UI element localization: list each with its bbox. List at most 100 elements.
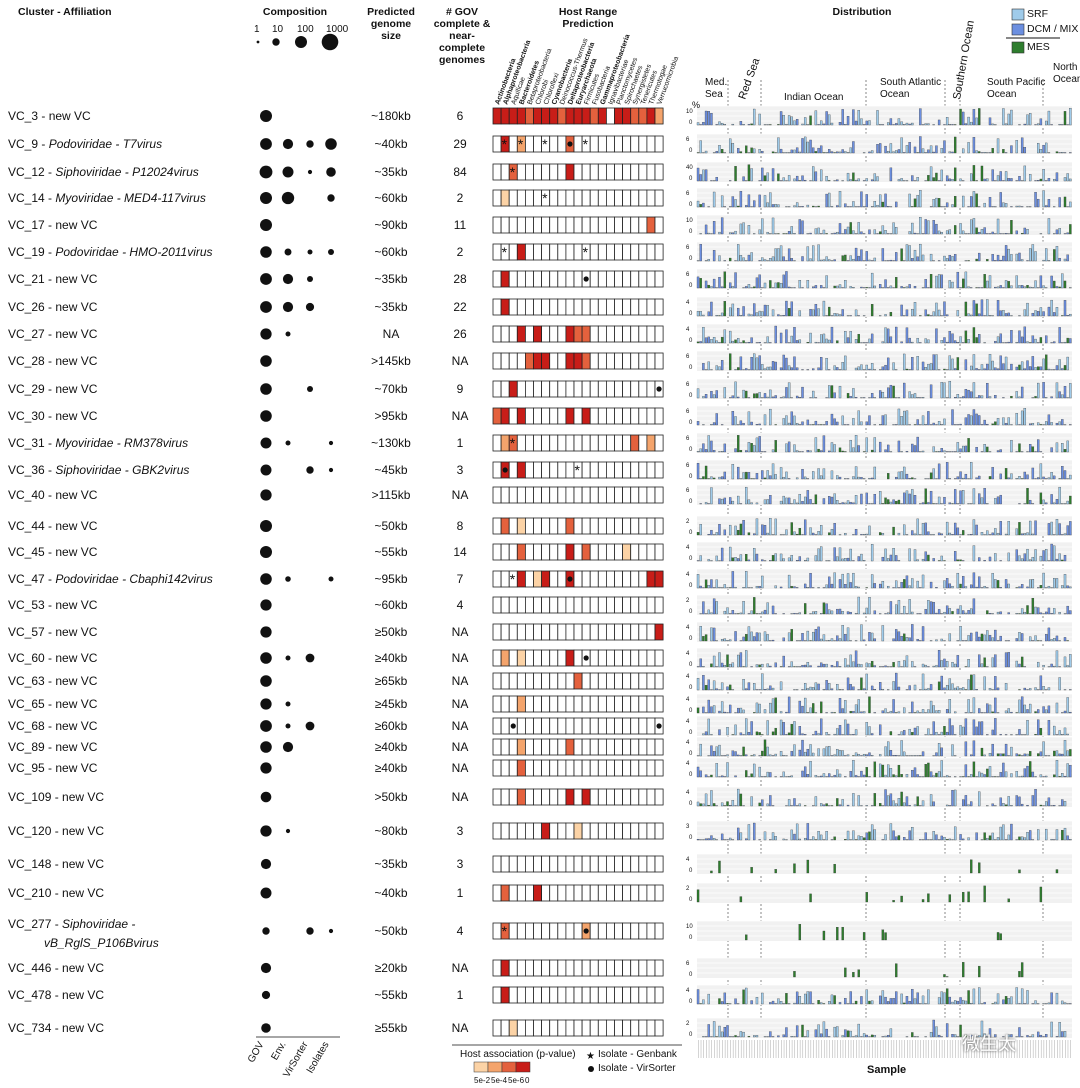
distribution-bar: [1031, 287, 1035, 289]
distribution-bar: [953, 489, 957, 505]
distribution-bar: [814, 1029, 818, 1038]
distribution-bar: [844, 331, 847, 344]
host-cell: [654, 649, 664, 667]
distribution-bar: [1047, 368, 1051, 371]
distribution-bar: [1031, 1003, 1035, 1005]
distribution-bar: [710, 369, 713, 371]
distribution-bar: [820, 450, 823, 453]
distribution-bar: [1047, 414, 1051, 426]
distribution-bar: [1004, 640, 1008, 642]
host-cell: [533, 243, 543, 261]
distribution-bar: [720, 149, 724, 154]
distribution-bar: [1047, 607, 1051, 615]
distribution-bar: [1023, 326, 1027, 344]
distribution-bar: [793, 499, 796, 505]
distribution-bar: [846, 337, 850, 344]
distribution-bar: [916, 613, 919, 615]
host-cell: [597, 738, 607, 756]
distribution-bar: [1047, 666, 1051, 668]
distribution-bar: [849, 222, 852, 235]
host-cell: [573, 649, 583, 667]
distribution-bar: [951, 586, 954, 589]
host-cell: [589, 884, 599, 902]
distribution-bar: [975, 689, 978, 691]
distribution-bar: [742, 257, 745, 262]
distribution-bar: [763, 477, 767, 480]
distribution-bar: [841, 611, 844, 615]
distribution-bar: [766, 688, 769, 691]
distribution-bar: [881, 533, 885, 536]
distribution-bar: [720, 701, 724, 714]
distribution-bar: [911, 394, 914, 399]
distribution-bar: [696, 666, 700, 668]
host-cell: [606, 986, 615, 1004]
composition-bubble: [328, 576, 334, 582]
distribution-bar: [795, 823, 799, 841]
distribution-bar: [830, 385, 834, 399]
distribution-bar: [948, 532, 952, 536]
distribution-bar: [758, 755, 761, 757]
distribution-bar: [806, 991, 810, 1005]
host-cell: [589, 243, 599, 261]
distribution-bar: [927, 709, 930, 714]
distribution-bar: [798, 666, 802, 668]
distribution-bar: [1066, 763, 1069, 778]
distribution-bar: [962, 776, 965, 778]
distribution-ytick: 4: [686, 572, 690, 578]
distribution-bar: [892, 755, 895, 757]
genome-size-value: >95kb: [374, 409, 408, 423]
distribution-bar: [1026, 753, 1029, 757]
distribution-bar: [699, 555, 702, 562]
distribution-bar: [836, 635, 839, 642]
distribution-bar: [924, 152, 927, 154]
distribution-bar: [702, 396, 705, 399]
distribution-bar: [1063, 152, 1067, 154]
distribution-bar: [849, 396, 852, 399]
distribution-bar: [1042, 776, 1045, 778]
host-cell: [606, 695, 615, 713]
distribution-bar: [841, 415, 844, 426]
distribution-bar: [1058, 730, 1061, 736]
distribution-bar: [937, 710, 941, 714]
host-cell: [573, 163, 583, 181]
distribution-bar: [892, 681, 895, 691]
distribution-bar: [1031, 839, 1035, 841]
composition-bubble: [260, 791, 272, 803]
distribution-bar: [956, 559, 960, 562]
distribution-bar: [838, 534, 842, 536]
host-cell: [622, 672, 632, 690]
distribution-bar: [803, 179, 807, 182]
distribution-bar: [897, 631, 901, 642]
distribution-bar: [833, 995, 836, 1005]
distribution-bar: [1066, 835, 1069, 841]
host-cell: [508, 543, 518, 561]
distribution-bar: [820, 233, 823, 235]
row-label-affiliation: new VC: [62, 790, 105, 804]
distribution-bar: [1020, 361, 1024, 371]
composition-bubble: [260, 192, 272, 204]
distribution-bar: [854, 495, 858, 505]
distribution-bar: [731, 123, 735, 126]
host-cell: [557, 759, 567, 777]
distribution-bar: [876, 110, 879, 126]
distribution-bar: [916, 233, 919, 235]
host-cell: [638, 270, 648, 288]
distribution-bar: [766, 634, 769, 642]
row-label-prefix: VC_14 -: [8, 191, 56, 205]
distribution-bar: [777, 1035, 780, 1038]
distribution-ytick: 6: [686, 961, 690, 967]
row-label-affiliation: new VC: [55, 761, 98, 775]
distribution-bar: [787, 799, 791, 807]
distribution-bar: [745, 688, 748, 691]
distribution-bar: [822, 424, 826, 426]
distribution-bar: [1007, 640, 1010, 642]
distribution-bar: [1053, 369, 1056, 371]
host-cell: [549, 596, 559, 614]
distribution-bar: [844, 151, 847, 154]
distribution-bar: [1026, 548, 1029, 562]
distribution-bar: [715, 601, 718, 615]
distribution-bar: [951, 503, 954, 505]
distribution-bar: [720, 802, 724, 807]
host-mark-dot: [567, 141, 573, 147]
distribution-bar: [991, 776, 994, 778]
